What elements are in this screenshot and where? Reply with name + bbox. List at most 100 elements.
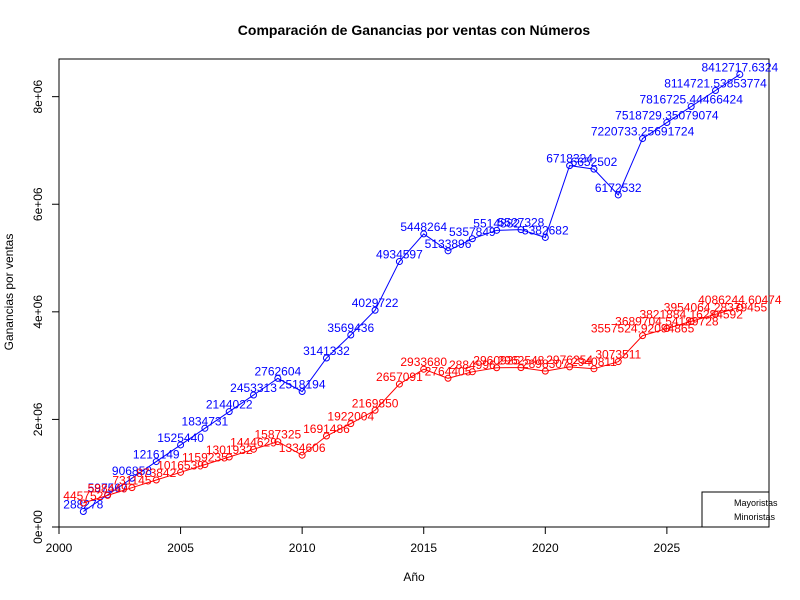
data-label: 5133896: [425, 237, 472, 251]
data-label: 588449: [88, 481, 128, 495]
data-label: 445752: [63, 489, 103, 503]
series-line: [83, 306, 740, 504]
data-label: 873842: [136, 466, 176, 480]
data-label: 288278: [63, 497, 103, 511]
data-point: [566, 363, 574, 371]
data-point: [614, 191, 622, 199]
data-label: 2169850: [352, 396, 399, 410]
data-point: [736, 70, 744, 78]
data-point: [517, 226, 525, 234]
data-point: [371, 306, 379, 314]
chart-title: Comparación de Ganancias por ventas con …: [238, 22, 591, 38]
data-point: [444, 247, 452, 255]
data-label: 5357849: [449, 225, 496, 239]
data-label: 2762604: [254, 364, 301, 378]
data-label: 1525440: [157, 431, 204, 445]
data-label: 4934597: [376, 248, 423, 262]
data-label: 2976254: [546, 353, 593, 367]
data-label: 2940811: [571, 355, 617, 369]
data-label: 1159235: [182, 451, 228, 465]
data-label: 3821884.16284592: [639, 307, 743, 321]
data-label: 2518194: [279, 378, 326, 392]
data-label: 7816725.44466424: [639, 93, 743, 107]
y-tick-label: 8e+06: [31, 79, 45, 113]
x-tick-label: 2005: [167, 541, 194, 555]
data-label: 5527328: [498, 216, 545, 230]
data-label: 2657091: [376, 370, 423, 384]
data-point: [712, 86, 720, 94]
data-label: 2933680: [400, 355, 447, 369]
data-point: [79, 499, 87, 507]
data-label: 2884996: [449, 358, 496, 372]
data-point: [663, 325, 671, 333]
data-label: 1444629: [230, 435, 277, 449]
data-label: 7220733.25691724: [591, 125, 695, 139]
data-point: [298, 451, 306, 459]
data-label: 1587325: [254, 428, 301, 442]
data-point: [104, 491, 112, 499]
data-point: [177, 441, 185, 449]
data-point: [322, 354, 330, 362]
data-label: 6718324: [546, 152, 593, 166]
x-axis: 2000 2005 2010 2015 2020 2025: [46, 526, 681, 555]
legend: Mayoristas Minoristas: [701, 491, 778, 528]
data-point: [395, 258, 403, 266]
y-tick-label: 6e+06: [31, 187, 45, 221]
x-axis-label: Año: [403, 570, 425, 584]
data-label: 8114721.53853774: [664, 76, 767, 90]
series-line: [83, 74, 741, 512]
y-axis-label: Ganancias por ventas: [2, 234, 16, 351]
data-point: [712, 310, 720, 318]
data-point: [347, 331, 355, 339]
legend-entry-mayoristas: Mayoristas: [734, 498, 778, 508]
data-point: [152, 458, 160, 466]
data-label: 1301932: [206, 443, 253, 457]
data-point: [541, 233, 549, 241]
legend-entry-minoristas: Minoristas: [734, 512, 776, 522]
data-point: [517, 364, 525, 372]
data-label: 5514882: [473, 216, 520, 230]
data-label: 2898307: [522, 357, 569, 371]
data-point: [493, 226, 501, 234]
data-point: [566, 162, 574, 170]
data-point: [590, 365, 598, 373]
data-point: [663, 119, 671, 127]
y-tick-label: 4e+06: [31, 295, 45, 329]
data-point: [298, 388, 306, 396]
data-point: [687, 103, 695, 111]
data-point: [639, 332, 647, 340]
data-label: 1922004: [327, 410, 374, 424]
data-label: 2960925: [473, 354, 520, 368]
data-label: 1334606: [279, 441, 326, 455]
data-label: 5448264: [400, 220, 447, 234]
data-label: 3141332: [303, 344, 350, 358]
data-point: [590, 165, 598, 173]
data-point: [201, 424, 209, 432]
data-point: [274, 438, 282, 446]
data-label: 4086244.60474: [698, 293, 782, 307]
data-label: 1216149: [133, 448, 180, 462]
x-tick-label: 2015: [410, 541, 437, 555]
series-layer: 288278 597567 906858 1216149 1525440 1834731 2…: [63, 60, 782, 515]
data-point: [225, 453, 233, 461]
data-point: [736, 303, 744, 311]
x-tick-label: 2010: [289, 541, 316, 555]
data-point: [177, 468, 185, 476]
data-label: 3073511: [595, 348, 641, 362]
data-label: 2764405: [425, 364, 472, 378]
y-axis: 0e+00 2e+06 4e+06 6e+06 8e+06: [31, 79, 60, 544]
data-label: 6652502: [571, 155, 618, 169]
y-tick-label: 0e+00: [31, 510, 45, 544]
data-label: 731145: [112, 474, 151, 488]
data-point: [371, 406, 379, 414]
data-label: 3569436: [327, 321, 374, 335]
data-point: [541, 367, 549, 375]
data-point: [639, 135, 647, 143]
data-label: 1691486: [303, 422, 350, 436]
data-label: 3557524.92094865: [591, 322, 695, 336]
data-point: [347, 420, 355, 428]
data-label: 2144022: [206, 398, 253, 412]
data-label: 8412717.6324: [701, 60, 778, 74]
data-point: [395, 380, 403, 388]
